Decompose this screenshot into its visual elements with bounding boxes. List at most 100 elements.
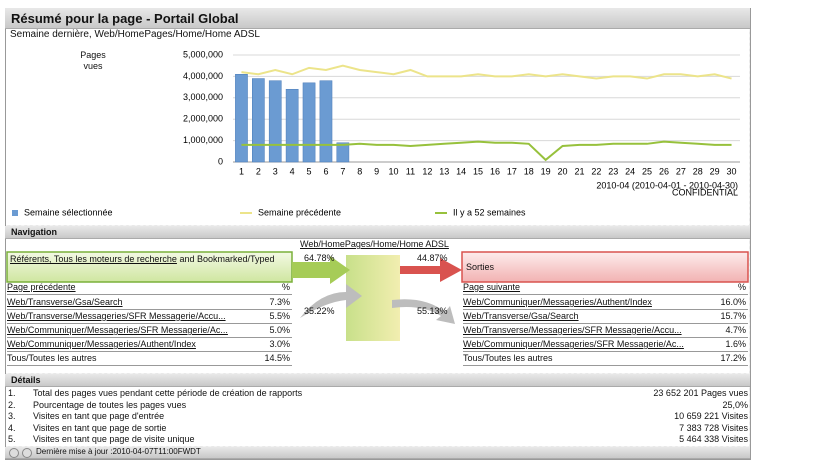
table-header: Page suivante% xyxy=(463,281,748,295)
x-tick-label: 26 xyxy=(659,166,669,176)
x-tick-label: 10 xyxy=(389,166,399,176)
percentage: 5.0% xyxy=(269,325,290,335)
x-tick-label: 21 xyxy=(574,166,584,176)
annotation: 2010-04 (2010-04-01 - 2010-04-30) xyxy=(596,180,738,190)
percentage: 3.0% xyxy=(269,339,290,349)
table-row: Web/Communiquer/Messageries/SFR Messager… xyxy=(463,338,748,352)
x-tick-label: 5 xyxy=(307,166,312,176)
page-link[interactable]: Web/Communiquer/Messageries/Authent/Inde… xyxy=(7,339,196,349)
referrers-link[interactable]: Référents, Tous les moteurs de recherche xyxy=(10,254,177,264)
table-row: Web/Transverse/Messageries/SFR Messageri… xyxy=(7,310,292,324)
row-label: Visites en tant que page de sortie xyxy=(33,422,167,433)
page-link[interactable]: Web/Transverse/Messageries/SFR Messageri… xyxy=(463,325,682,335)
bar xyxy=(319,80,333,163)
column-header: % xyxy=(737,282,746,292)
arrow-exit xyxy=(392,299,455,324)
y-tick-label: 4,000,000 xyxy=(183,71,223,81)
y-tick-label: 2,000,000 xyxy=(183,114,223,124)
x-tick-label: 11 xyxy=(406,166,415,176)
page-link[interactable]: Web/Transverse/Gsa/Search xyxy=(463,311,579,321)
page-link[interactable]: Web/Communiquer/Messageries/SFR Messager… xyxy=(7,325,228,335)
title-bar: Résumé pour la page - Portail Global xyxy=(5,8,750,29)
column-header: % xyxy=(281,282,290,292)
row-value: 5 464 338 Visites xyxy=(679,434,748,444)
chart-panel xyxy=(6,29,749,225)
navigation-bar: Navigation xyxy=(5,226,750,239)
bar xyxy=(268,80,282,163)
percentage: 14.5% xyxy=(264,353,290,363)
x-tick-label: 12 xyxy=(422,166,432,176)
x-tick-label: 24 xyxy=(625,166,635,176)
x-tick-label: 19 xyxy=(541,166,551,176)
x-tick-label: 29 xyxy=(710,166,720,176)
line xyxy=(241,140,732,162)
table-header: Page précédente% xyxy=(7,281,292,295)
details-panel xyxy=(6,387,749,446)
column-header[interactable]: Page précédente xyxy=(7,282,76,292)
x-tick-label: 1 xyxy=(239,166,244,176)
legend-swatch xyxy=(12,210,18,216)
legend-label: Semaine sélectionnée xyxy=(24,207,113,217)
percentage: 1.6% xyxy=(725,339,746,349)
legend-label: Il y a 52 semaines xyxy=(453,207,526,217)
percentage: 5.5% xyxy=(269,311,290,321)
percentage: 15.7% xyxy=(720,311,746,321)
x-tick-label: 16 xyxy=(490,166,500,176)
page-link[interactable]: Web/Transverse/Messageries/SFR Messageri… xyxy=(7,311,226,321)
page-link[interactable]: Web/Transverse/Gsa/Search xyxy=(7,297,123,307)
x-tick-label: 27 xyxy=(676,166,686,176)
y-tick-label: 5,000,000 xyxy=(183,49,223,59)
chart: 0 1,000,000 2,000,000 3,000,000 4,000,000 5,0… xyxy=(12,49,740,217)
table-row: Web/Transverse/Gsa/Search 7.3% xyxy=(7,296,292,310)
details-title: Détails xyxy=(11,375,41,385)
referrers-box xyxy=(6,251,293,283)
table-row: Web/Transverse/Gsa/Search 15.7% xyxy=(463,310,748,324)
x-tick-label: 25 xyxy=(642,166,652,176)
x-tick-label: 22 xyxy=(591,166,601,176)
row-number: 4. xyxy=(8,422,16,433)
x-tick-label: 30 xyxy=(727,166,737,176)
page-link: Tous/Toutes les autres xyxy=(7,353,97,363)
page-link[interactable]: Web/Communiquer/Messageries/SFR Messager… xyxy=(463,339,684,349)
x-tick-label: 15 xyxy=(473,166,483,176)
table-row: Tous/Toutes les autres 14.5% xyxy=(7,352,292,366)
page-link[interactable]: Web/Communiquer/Messageries/Authent/Inde… xyxy=(463,297,652,307)
percentage: 7.3% xyxy=(269,297,290,307)
table-row: Web/Communiquer/Messageries/SFR Messager… xyxy=(7,324,292,338)
column-header[interactable]: Page suivante xyxy=(463,282,521,292)
row-value: 25,0% xyxy=(722,399,748,410)
row-value: 7 383 728 Visites xyxy=(679,422,748,433)
x-tick-label: 14 xyxy=(456,166,466,176)
row-value: 10 659 221 Visites xyxy=(674,411,748,421)
x-tick-label: 8 xyxy=(357,166,362,176)
row-number: 1. xyxy=(8,388,16,398)
referrers: Référents, Tous les moteurs de recherche… xyxy=(10,254,290,265)
x-tick-label: 28 xyxy=(693,166,703,176)
referrers-rest: and Bookmarked/Typed xyxy=(179,254,275,264)
x-tick-label: 7 xyxy=(340,166,345,176)
row-number: 2. xyxy=(8,399,16,410)
legend-label: Semaine précédente xyxy=(258,207,341,217)
current-page[interactable]: Web/HomePages/Home/Home ADSL xyxy=(300,239,449,249)
flow-exit: 55.13% xyxy=(417,306,448,316)
page-link: Tous/Toutes les autres xyxy=(463,353,553,363)
exits-box xyxy=(461,251,749,283)
flow-entry: 35.22% xyxy=(304,306,335,316)
row-label: Total des pages vues pendant cette pério… xyxy=(33,388,303,398)
footer-icon[interactable] xyxy=(22,448,32,458)
exits: Sorties xyxy=(466,262,495,272)
row-number: 3. xyxy=(8,411,16,421)
table-row: Web/Transverse/Messageries/SFR Messageri… xyxy=(463,324,748,338)
x-tick-label: 9 xyxy=(374,166,379,176)
x-tick-label: 4 xyxy=(290,166,295,176)
table-row: Web/Communiquer/Messageries/Authent/Inde… xyxy=(463,296,748,310)
table-row: Web/Communiquer/Messageries/Authent/Inde… xyxy=(7,338,292,352)
bar xyxy=(252,78,265,163)
x-tick-label: 23 xyxy=(608,166,618,176)
x-tick-label: 18 xyxy=(524,166,534,176)
footer-icon[interactable] xyxy=(9,448,19,458)
bar xyxy=(336,142,350,163)
x-tick-label: 13 xyxy=(439,166,449,176)
